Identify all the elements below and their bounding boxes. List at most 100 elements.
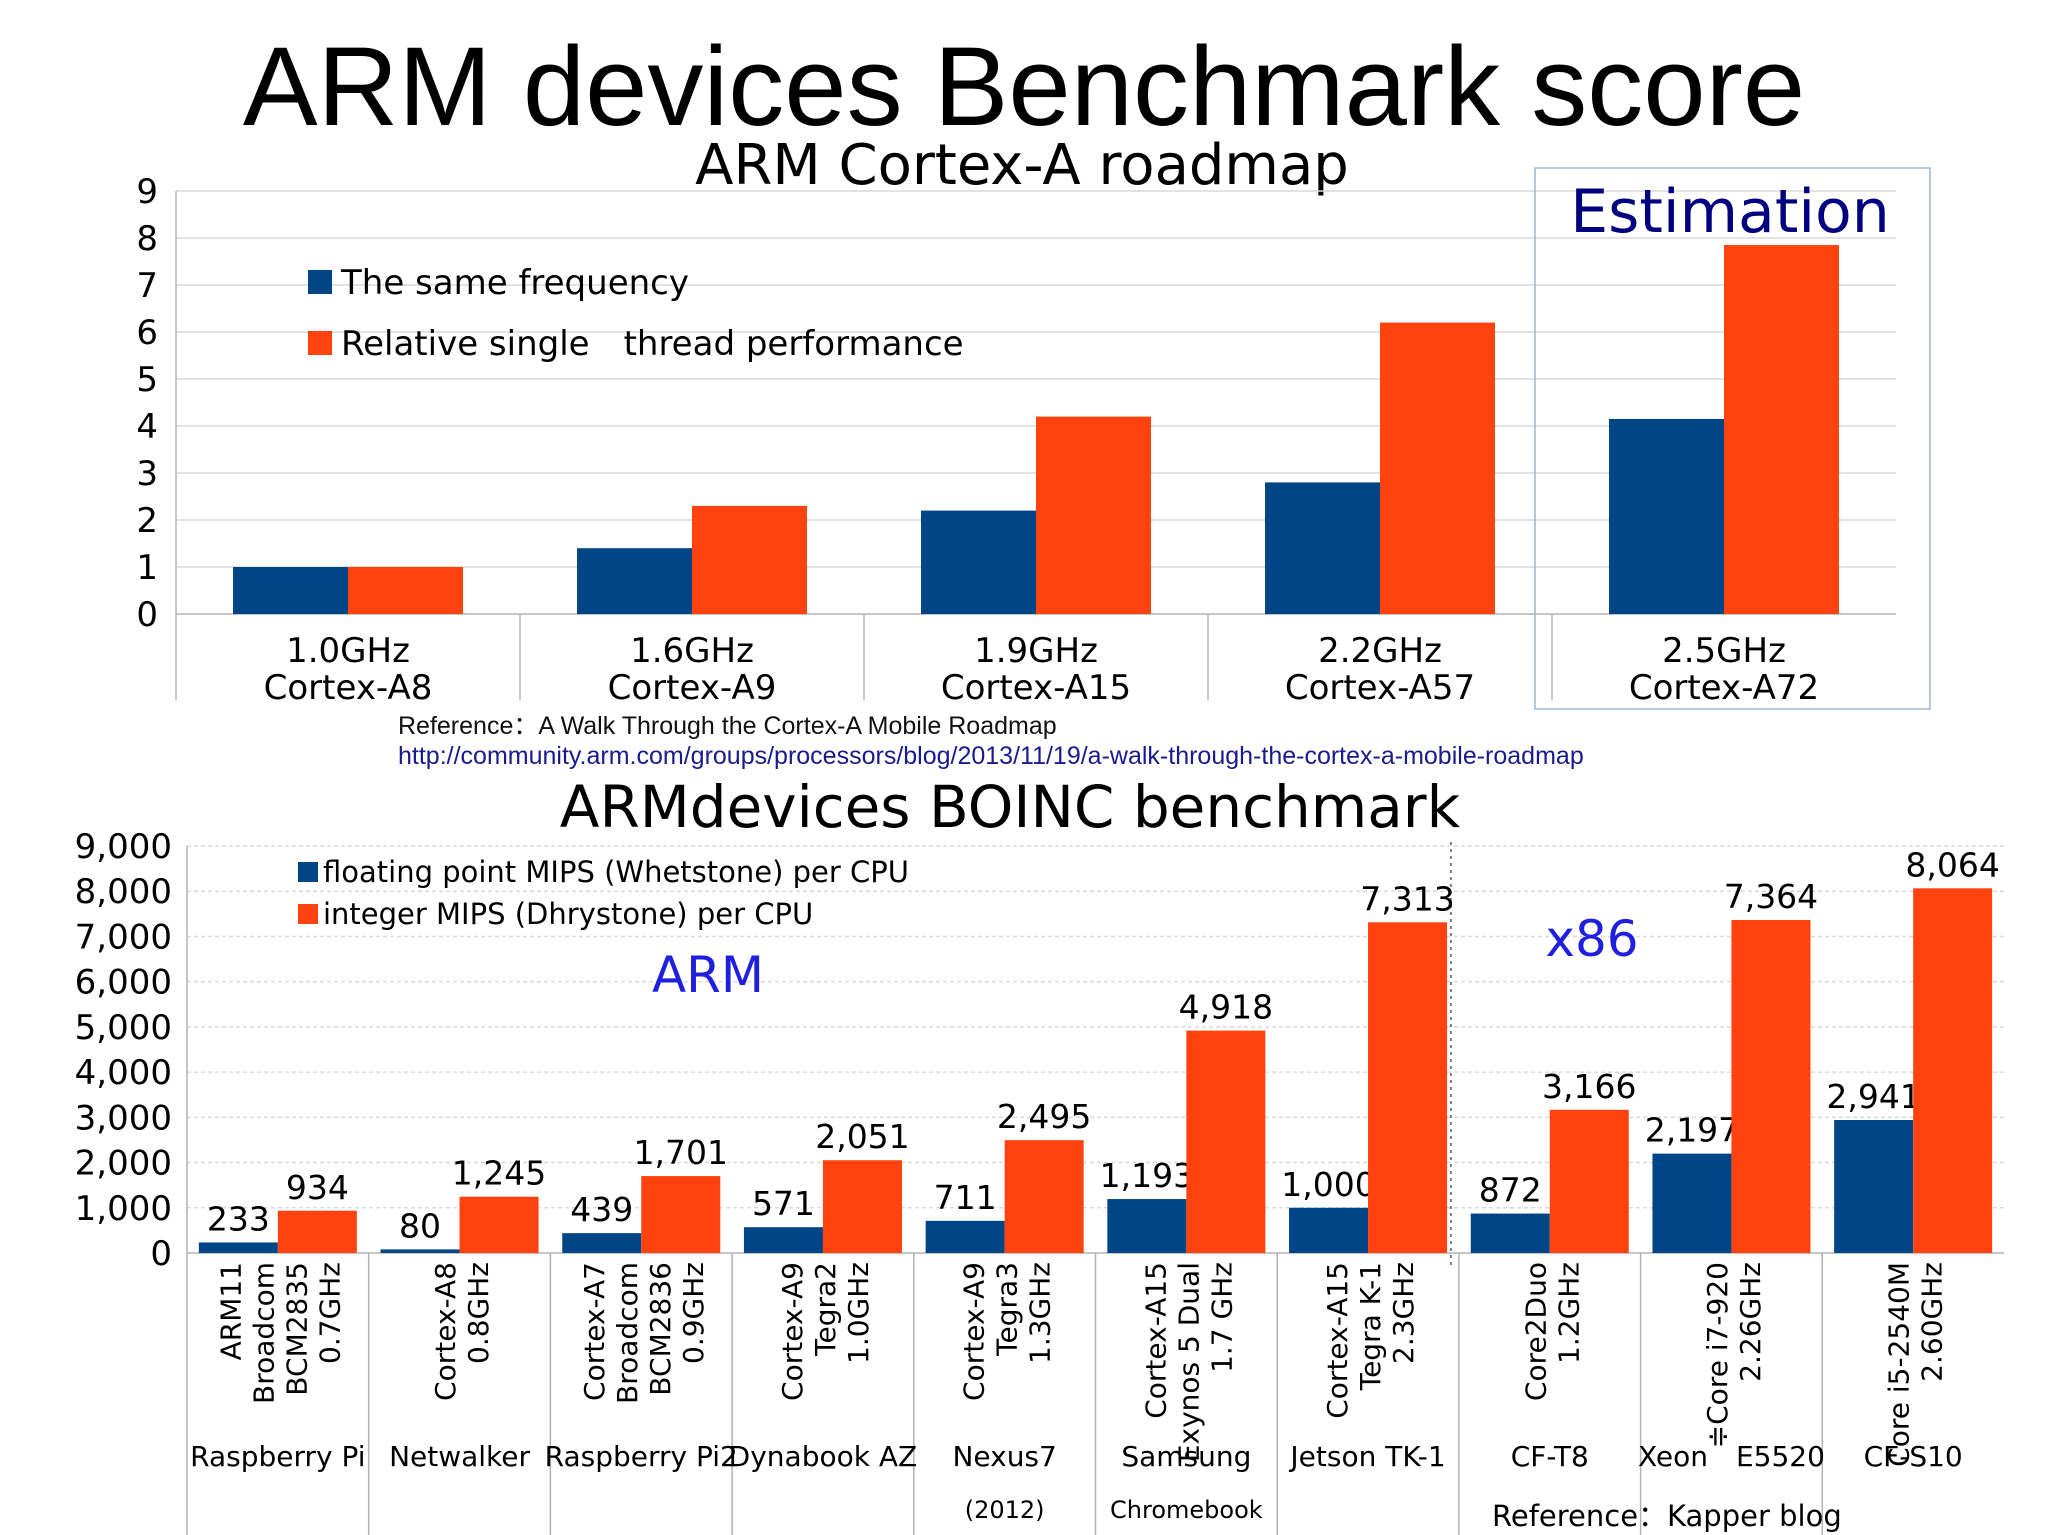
- estimation-box: [1534, 167, 1931, 710]
- data-label: 439: [570, 1190, 633, 1229]
- data-label: 7,313: [1360, 879, 1454, 918]
- bar-dhrystone-9: [1913, 888, 1993, 1253]
- bar-dhrystone-1: [459, 1196, 539, 1253]
- bar-whetstone-7: [1470, 1213, 1550, 1253]
- y-tick-label: 2: [136, 501, 158, 541]
- y-tick-label: 9,000: [75, 827, 172, 867]
- data-label: 1,701: [634, 1133, 728, 1172]
- device-label: Samsung: [1121, 1440, 1251, 1473]
- bar-whetstone-8: [1652, 1153, 1732, 1253]
- legend-label: integer MIPS (Dhrystone) per CPU: [323, 897, 813, 931]
- bar-dhrystone-3: [822, 1160, 902, 1253]
- arm-region-label: ARM: [652, 946, 764, 1004]
- spec-label: 1.2GHz: [1552, 1262, 1585, 1364]
- device-label: (2012): [965, 1496, 1045, 1524]
- device-label: CF-S10: [1864, 1440, 1963, 1473]
- device-label: Raspberry Pi2: [545, 1440, 738, 1473]
- bar-dhrystone-7: [1549, 1109, 1629, 1253]
- bar-single-thread-1: [692, 505, 807, 614]
- y-tick-label: 0: [136, 595, 158, 635]
- bar-whetstone-9: [1834, 1120, 1914, 1253]
- spec-label: 2.26GHz: [1734, 1262, 1767, 1382]
- y-tick-label: 6,000: [75, 963, 172, 1003]
- spec-label: Exynos 5 Dual: [1172, 1262, 1205, 1462]
- data-label: 2,197: [1645, 1111, 1739, 1150]
- bar-whetstone-2: [562, 1233, 642, 1253]
- bar-same-frequency-1: [577, 548, 692, 614]
- legend-swatch: [308, 270, 332, 294]
- y-tick-label: 4,000: [75, 1053, 172, 1093]
- y-tick-label: 4: [136, 407, 158, 447]
- bar-whetstone-4: [925, 1220, 1005, 1253]
- spec-label: Core2Duo: [1519, 1262, 1552, 1401]
- data-label: 872: [1479, 1171, 1542, 1210]
- bar-same-frequency-3: [1265, 482, 1380, 614]
- spec-label: Cortex-A8: [429, 1262, 462, 1401]
- spec-label: BCM2835: [280, 1262, 313, 1396]
- spec-label: Cortex-A7: [578, 1262, 611, 1401]
- spec-label: 0.8GHz: [462, 1262, 495, 1364]
- y-tick-label: 7: [136, 266, 158, 306]
- device-label: Dynabook AZ: [729, 1440, 918, 1473]
- bar-dhrystone-0: [277, 1210, 357, 1253]
- page-title: ARM devices Benchmark score: [242, 24, 1806, 149]
- spec-label: Broadcom: [611, 1262, 644, 1404]
- y-tick-label: 9: [136, 172, 158, 212]
- roadmap-reference-link[interactable]: http://community.arm.com/groups/processo…: [398, 742, 1584, 770]
- bar-single-thread-2: [1036, 416, 1151, 614]
- bar-whetstone-6: [1289, 1207, 1369, 1253]
- spec-label: Cortex-A9: [958, 1262, 991, 1401]
- spec-label: ARM11: [214, 1262, 247, 1360]
- data-label: 8,064: [1905, 845, 1999, 884]
- spec-label: Tegra3: [991, 1262, 1024, 1357]
- y-tick-label: 8: [136, 219, 158, 259]
- x-tick-label: 2.5GHz: [1662, 631, 1786, 671]
- boinc-chart-title: ARMdevices BOINC benchmark: [560, 773, 1461, 841]
- legend-swatch: [308, 331, 332, 355]
- spec-label: Cortex-A15: [1321, 1262, 1354, 1419]
- data-label: 711: [934, 1178, 997, 1217]
- data-label: 571: [752, 1184, 815, 1223]
- bar-dhrystone-2: [641, 1176, 721, 1253]
- y-tick-label: 2,000: [75, 1144, 172, 1184]
- spec-label: Tegra2: [809, 1262, 842, 1357]
- bar-dhrystone-6: [1368, 922, 1448, 1253]
- boinc-reference: Reference：Kapper blog: [1492, 1499, 1842, 1533]
- bar-same-frequency-4: [1609, 418, 1724, 614]
- y-tick-label: 1,000: [75, 1189, 172, 1229]
- data-label: 233: [207, 1199, 270, 1238]
- spec-label: Cortex-A15: [1139, 1262, 1172, 1419]
- bar-whetstone-5: [1107, 1199, 1187, 1253]
- data-label: 2,051: [815, 1117, 909, 1156]
- y-tick-label: 5: [136, 360, 158, 400]
- spec-label: Tegra K-1: [1354, 1262, 1387, 1391]
- bar-dhrystone-8: [1731, 919, 1811, 1253]
- spec-label: 1.3GHz: [1024, 1262, 1057, 1364]
- y-tick-label: 6: [136, 313, 158, 353]
- spec-label: Core i5-2540M: [1883, 1262, 1916, 1467]
- legend-label: The same frequency: [340, 263, 689, 303]
- spec-label: BCM2836: [644, 1262, 677, 1396]
- x-tick-label: Cortex-A15: [941, 668, 1131, 708]
- spec-label: 0.9GHz: [677, 1262, 710, 1364]
- bar-whetstone-0: [198, 1242, 278, 1253]
- data-label: 1,000: [1281, 1165, 1375, 1204]
- x-tick-label: Cortex-A57: [1285, 668, 1475, 708]
- data-label: 2,495: [997, 1097, 1091, 1136]
- bar-whetstone-3: [743, 1227, 823, 1253]
- bar-single-thread-4: [1724, 245, 1839, 615]
- y-tick-label: 8,000: [75, 872, 172, 912]
- boinc-chart: ARMdevices BOINC benchmark 0 1,000 2,000 3,0…: [75, 773, 2004, 1535]
- roadmap-reference: Reference：A Walk Through the Cortex-A Mo…: [398, 712, 1057, 740]
- bar-dhrystone-5: [1186, 1030, 1266, 1253]
- device-label: Jetson TK-1: [1288, 1440, 1445, 1473]
- roadmap-chart: ARM Cortex-A roadmap01234567891.0GHzCort…: [136, 133, 1931, 710]
- device-label: Netwalker: [389, 1440, 530, 1473]
- bar-whetstone-1: [380, 1249, 460, 1253]
- data-label: 3,166: [1542, 1067, 1636, 1106]
- data-label: 2,941: [1826, 1077, 1920, 1116]
- x86-region-label: x86: [1545, 910, 1638, 968]
- data-label: 1,245: [452, 1154, 546, 1193]
- estimation-label: Estimation: [1570, 177, 1890, 247]
- device-label: Raspberry Pi: [190, 1440, 365, 1473]
